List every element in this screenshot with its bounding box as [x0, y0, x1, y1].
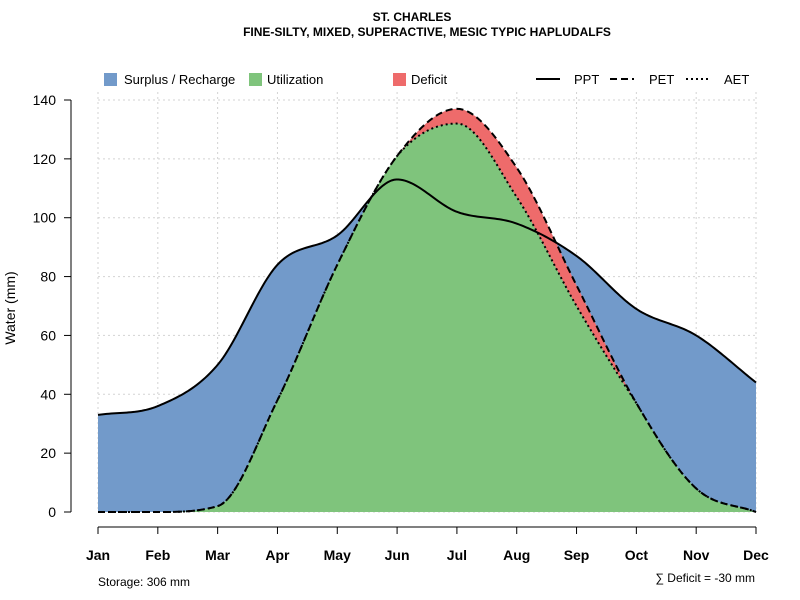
legend-swatch [104, 73, 117, 86]
x-tick-label: Mar [205, 547, 230, 563]
y-tick-label: 100 [33, 210, 57, 226]
x-tick-label: Aug [503, 547, 530, 563]
legend: Surplus / Recharge Utilization Deficit PPT P… [104, 72, 749, 87]
x-tick-label: Jun [385, 547, 410, 563]
y-tick-label: 40 [40, 386, 56, 402]
legend-label: PET [649, 72, 674, 87]
chart-subtitle: FINE-SILTY, MIXED, SUPERACTIVE, MESIC TY… [243, 25, 611, 39]
legend-label: Surplus / Recharge [124, 72, 235, 87]
x-tick-label: Oct [625, 547, 649, 563]
y-tick-label: 140 [33, 92, 57, 108]
x-tick-label: May [324, 547, 351, 563]
legend-label: Utilization [267, 72, 323, 87]
utilization-area [98, 123, 756, 512]
chart-title: ST. CHARLES [373, 10, 452, 24]
y-tick-label: 0 [48, 504, 56, 520]
x-tick-label: Sep [564, 547, 590, 563]
storage-annotation: Storage: 306 mm [98, 575, 190, 589]
legend-label: AET [724, 72, 749, 87]
x-tick-label: Nov [683, 547, 710, 563]
x-tick-label: Apr [265, 547, 290, 563]
deficit-annotation: ∑ Deficit = -30 mm [655, 571, 755, 585]
y-tick-label: 20 [40, 445, 56, 461]
y-tick-label: 80 [40, 269, 56, 285]
legend-label: Deficit [411, 72, 448, 87]
x-tick-label: Jan [86, 547, 110, 563]
aet-line [98, 122, 757, 513]
x-tick-label: Feb [145, 547, 170, 563]
x-tick-label: Jul [447, 547, 467, 563]
legend-swatch [249, 73, 262, 86]
y-tick-label: 120 [33, 151, 57, 167]
y-axis-label: Water (mm) [2, 271, 18, 344]
y-tick-label: 60 [40, 327, 56, 343]
legend-label: PPT [574, 72, 599, 87]
legend-swatch [393, 73, 406, 86]
x-tick-label: Dec [743, 547, 769, 563]
ppt-line [97, 178, 757, 416]
area-fills [98, 108, 756, 512]
series-lines [97, 107, 757, 513]
axes: 0 20 40 60 80 100 120 140 Jan Feb Mar Apr May Jun Jul A… [33, 92, 769, 563]
